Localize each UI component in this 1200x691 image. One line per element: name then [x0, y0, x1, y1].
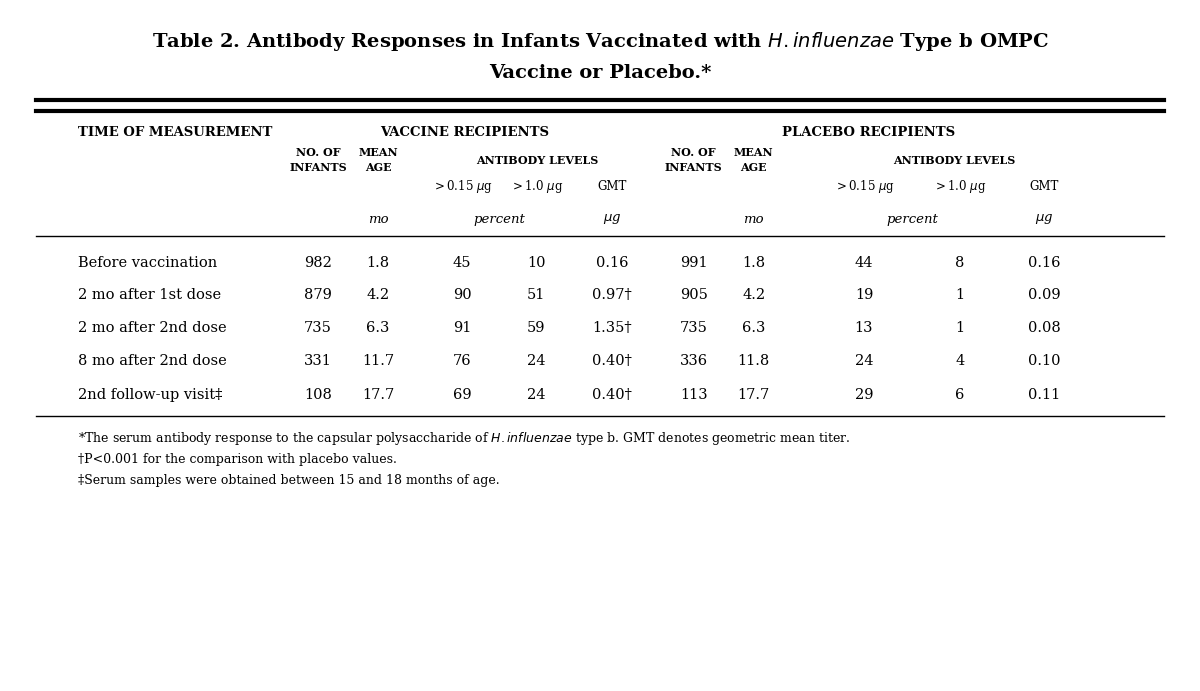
Text: 76: 76 [452, 354, 472, 368]
Text: PLACEBO RECIPIENTS: PLACEBO RECIPIENTS [782, 126, 955, 139]
Text: 24: 24 [527, 388, 546, 402]
Text: †P<0.001 for the comparison with placebo values.: †P<0.001 for the comparison with placebo… [78, 453, 397, 466]
Text: 24: 24 [854, 354, 874, 368]
Text: 331: 331 [304, 354, 332, 368]
Text: 0.40†: 0.40† [592, 354, 632, 368]
Text: INFANTS: INFANTS [665, 162, 722, 173]
Text: $\mu$g: $\mu$g [602, 212, 622, 226]
Text: 17.7: 17.7 [362, 388, 394, 402]
Text: ANTIBODY LEVELS: ANTIBODY LEVELS [476, 155, 598, 166]
Text: 2 mo after 1st dose: 2 mo after 1st dose [78, 288, 221, 302]
Text: AGE: AGE [365, 162, 391, 173]
Text: 0.16: 0.16 [1027, 256, 1061, 269]
Text: 24: 24 [527, 354, 546, 368]
Text: 69: 69 [452, 388, 472, 402]
Text: TIME OF MEASUREMENT: TIME OF MEASUREMENT [78, 126, 272, 139]
Text: 91: 91 [452, 321, 472, 335]
Text: 6: 6 [955, 388, 965, 402]
Text: 336: 336 [679, 354, 708, 368]
Text: 1.35†: 1.35† [592, 321, 632, 335]
Text: 10: 10 [527, 256, 546, 269]
Text: 0.10: 0.10 [1027, 354, 1061, 368]
Text: 0.16: 0.16 [595, 256, 629, 269]
Text: 0.08: 0.08 [1027, 321, 1061, 335]
Text: 879: 879 [304, 288, 332, 302]
Text: 13: 13 [854, 321, 874, 335]
Text: 0.09: 0.09 [1027, 288, 1061, 302]
Text: 51: 51 [527, 288, 546, 302]
Text: 6.3: 6.3 [366, 321, 390, 335]
Text: mo: mo [743, 213, 764, 225]
Text: Before vaccination: Before vaccination [78, 256, 217, 269]
Text: VACCINE RECIPIENTS: VACCINE RECIPIENTS [380, 126, 550, 139]
Text: 108: 108 [304, 388, 332, 402]
Text: 8: 8 [955, 256, 965, 269]
Text: 4: 4 [955, 354, 965, 368]
Text: 17.7: 17.7 [738, 388, 769, 402]
Text: 1: 1 [955, 321, 965, 335]
Text: 2 mo after 2nd dose: 2 mo after 2nd dose [78, 321, 227, 335]
Text: 1: 1 [955, 288, 965, 302]
Text: 4.2: 4.2 [366, 288, 390, 302]
Text: 44: 44 [854, 256, 874, 269]
Text: AGE: AGE [740, 162, 767, 173]
Text: $>$0.15 $\mu$g: $>$0.15 $\mu$g [834, 178, 894, 195]
Text: INFANTS: INFANTS [289, 162, 347, 173]
Text: 6.3: 6.3 [742, 321, 766, 335]
Text: *The serum antibody response to the capsular polysaccharide of $\it{H. influenza: *The serum antibody response to the caps… [78, 430, 851, 447]
Text: Vaccine or Placebo.*: Vaccine or Placebo.* [488, 64, 712, 82]
Text: 2nd follow-up visit‡: 2nd follow-up visit‡ [78, 388, 222, 402]
Text: 90: 90 [452, 288, 472, 302]
Text: 59: 59 [527, 321, 546, 335]
Text: ‡Serum samples were obtained between 15 and 18 months of age.: ‡Serum samples were obtained between 15 … [78, 474, 499, 486]
Text: NO. OF: NO. OF [295, 147, 341, 158]
Text: 45: 45 [452, 256, 472, 269]
Text: 11.7: 11.7 [362, 354, 394, 368]
Text: 0.40†: 0.40† [592, 388, 632, 402]
Text: 991: 991 [679, 256, 708, 269]
Text: 982: 982 [304, 256, 332, 269]
Text: percent: percent [473, 213, 526, 225]
Text: ANTIBODY LEVELS: ANTIBODY LEVELS [893, 155, 1015, 166]
Text: 19: 19 [854, 288, 874, 302]
Text: GMT: GMT [598, 180, 626, 193]
Text: 735: 735 [679, 321, 708, 335]
Text: $>$1.0 $\mu$g: $>$1.0 $\mu$g [510, 178, 563, 195]
Text: GMT: GMT [1030, 180, 1058, 193]
Text: percent: percent [886, 213, 938, 225]
Text: 0.11: 0.11 [1028, 388, 1060, 402]
Text: MEAN: MEAN [358, 147, 398, 158]
Text: 1.8: 1.8 [366, 256, 390, 269]
Text: 1.8: 1.8 [742, 256, 766, 269]
Text: $\mu$g: $\mu$g [1034, 212, 1054, 226]
Text: mo: mo [367, 213, 389, 225]
Text: 905: 905 [679, 288, 708, 302]
Text: 4.2: 4.2 [742, 288, 766, 302]
Text: NO. OF: NO. OF [671, 147, 716, 158]
Text: 29: 29 [854, 388, 874, 402]
Text: MEAN: MEAN [733, 147, 774, 158]
Text: 735: 735 [304, 321, 332, 335]
Text: 113: 113 [679, 388, 708, 402]
Text: 11.8: 11.8 [738, 354, 769, 368]
Text: 8 mo after 2nd dose: 8 mo after 2nd dose [78, 354, 227, 368]
Text: Table 2. Antibody Responses in Infants Vaccinated with $\it{H. influenzae}$ Type: Table 2. Antibody Responses in Infants V… [151, 30, 1049, 53]
Text: 0.97†: 0.97† [592, 288, 632, 302]
Text: $>$0.15 $\mu$g: $>$0.15 $\mu$g [432, 178, 492, 195]
Text: $>$1.0 $\mu$g: $>$1.0 $\mu$g [934, 178, 986, 195]
